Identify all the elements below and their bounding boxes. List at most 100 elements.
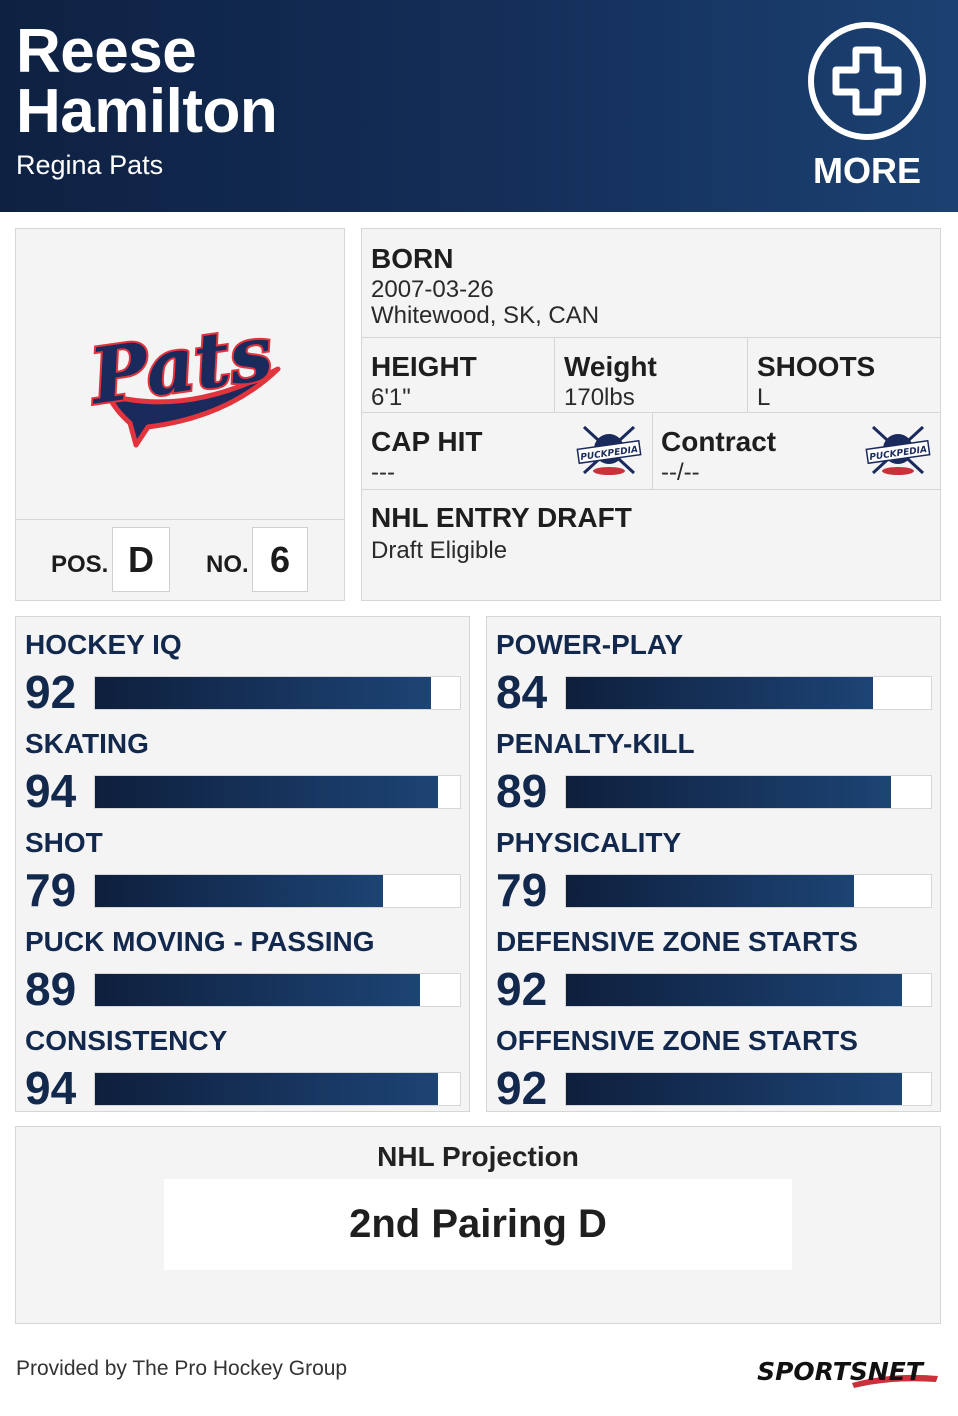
nhl-projection-card: NHL Projection 2nd Pairing D bbox=[15, 1126, 941, 1324]
divider bbox=[652, 412, 653, 490]
stat-bar-track bbox=[565, 973, 932, 1007]
draft-value: Draft Eligible bbox=[371, 537, 508, 564]
pats-logo-text: Pats bbox=[83, 308, 278, 422]
stat-label: PUCK MOVING - PASSING bbox=[25, 926, 375, 957]
puckpedia-logo-icon[interactable]: PUCKPEDIA bbox=[576, 421, 642, 479]
weight-value: 170lbs bbox=[564, 384, 635, 411]
cap-hit-cell: CAP HIT --- bbox=[371, 426, 483, 486]
stat-label: DEFENSIVE ZONE STARTS bbox=[496, 926, 858, 957]
cap-hit-value: --- bbox=[371, 459, 395, 486]
stat-consistency: CONSISTENCY 94 bbox=[25, 1013, 461, 1114]
stat-bar-fill bbox=[95, 1073, 439, 1105]
stat-offensive-zone-starts: OFFENSIVE ZONE STARTS 92 bbox=[496, 1013, 932, 1114]
stat-value: 92 bbox=[496, 1062, 548, 1114]
stat-bar-fill bbox=[566, 1073, 902, 1105]
stat-physicality: PHYSICALITY 79 bbox=[496, 815, 932, 916]
stat-value: 84 bbox=[496, 666, 548, 718]
puckpedia-logo-icon[interactable]: PUCKPEDIA bbox=[865, 421, 931, 479]
born-label: BORN bbox=[371, 243, 454, 274]
sportsnet-logo-text: SPORTSNET bbox=[757, 1357, 925, 1386]
pos-label: POS. bbox=[51, 551, 109, 578]
height-value: 6'1" bbox=[371, 384, 411, 411]
stat-label: PHYSICALITY bbox=[496, 827, 682, 858]
divider bbox=[362, 489, 940, 490]
stat-label: PENALTY-KILL bbox=[496, 728, 695, 759]
weight-cell: Weight 170lbs bbox=[564, 351, 657, 411]
stat-bar-fill bbox=[95, 974, 420, 1006]
player-last-name: Hamilton bbox=[16, 77, 278, 146]
stat-value: 92 bbox=[496, 963, 548, 1015]
shoots-value: L bbox=[757, 384, 771, 411]
contract-value: --/-- bbox=[661, 459, 700, 486]
more-button[interactable]: MORE bbox=[806, 22, 928, 192]
stat-bar-track bbox=[94, 874, 461, 908]
born-place: Whitewood, SK, CAN bbox=[371, 302, 600, 329]
cap-hit-label: CAP HIT bbox=[371, 426, 483, 457]
stat-bar-track bbox=[565, 676, 932, 710]
pats-logo-icon: Pats bbox=[81, 306, 281, 448]
no-value: 6 bbox=[252, 527, 308, 592]
stat-bar-fill bbox=[566, 677, 873, 709]
stat-power-play: POWER-PLAY 84 bbox=[496, 617, 932, 718]
shoots-label: SHOOTS bbox=[757, 351, 876, 382]
stat-penalty-kill: PENALTY-KILL 89 bbox=[496, 716, 932, 817]
stat-puck-moving-passing: PUCK MOVING - PASSING 89 bbox=[25, 914, 461, 1015]
stat-bar-track bbox=[565, 874, 932, 908]
stat-hockey-iq: HOCKEY IQ 92 bbox=[25, 617, 461, 718]
stat-bar-fill bbox=[566, 776, 891, 808]
pos-value: D bbox=[112, 527, 170, 592]
stat-shot: SHOT 79 bbox=[25, 815, 461, 916]
stat-bar-track bbox=[94, 676, 461, 710]
stat-label: POWER-PLAY bbox=[496, 629, 684, 660]
draft-label: NHL ENTRY DRAFT bbox=[371, 502, 632, 533]
stat-label: HOCKEY IQ bbox=[25, 629, 182, 660]
divider bbox=[362, 337, 940, 338]
stat-bar-fill bbox=[566, 974, 902, 1006]
profile-card: Pats POS. D NO. 6 bbox=[15, 228, 345, 601]
more-label: MORE bbox=[813, 150, 921, 191]
stat-bar-track bbox=[94, 973, 461, 1007]
stat-value: 79 bbox=[496, 864, 548, 916]
stat-value: 89 bbox=[496, 765, 548, 817]
player-header: Reese Hamilton Regina Pats MORE bbox=[0, 0, 958, 212]
stat-defensive-zone-starts: DEFENSIVE ZONE STARTS 92 bbox=[496, 914, 932, 1015]
stat-bar-track bbox=[565, 1072, 932, 1106]
player-info-card: BORN 2007-03-26 Whitewood, SK, CAN HEIGH… bbox=[361, 228, 941, 601]
projection-title: NHL Projection bbox=[377, 1141, 579, 1172]
no-label: NO. bbox=[206, 551, 249, 578]
stat-skating: SKATING 94 bbox=[25, 716, 461, 817]
stat-value: 79 bbox=[25, 864, 77, 916]
team-logo-area: Pats bbox=[16, 229, 344, 520]
contract-label: Contract bbox=[661, 426, 777, 457]
born-date: 2007-03-26 bbox=[371, 276, 494, 303]
stat-bar-track bbox=[565, 775, 932, 809]
height-label: HEIGHT bbox=[371, 351, 477, 382]
height-cell: HEIGHT 6'1" bbox=[371, 351, 477, 411]
stats-panel-left: HOCKEY IQ 92 SKATING 94 SHOT 79 PUCK MOV… bbox=[15, 616, 470, 1114]
stat-value: 94 bbox=[25, 765, 77, 817]
stat-label: OFFENSIVE ZONE STARTS bbox=[496, 1025, 858, 1056]
stat-bar-fill bbox=[95, 875, 384, 907]
stat-bar-track bbox=[94, 775, 461, 809]
weight-label: Weight bbox=[564, 351, 657, 382]
stats-panel-right: POWER-PLAY 84 PENALTY-KILL 89 PHYSICALIT… bbox=[486, 616, 941, 1114]
draft-cell: NHL ENTRY DRAFT Draft Eligible bbox=[371, 502, 632, 564]
divider bbox=[747, 337, 748, 412]
provided-by-text: Provided by The Pro Hockey Group bbox=[16, 1357, 348, 1380]
stat-value: 92 bbox=[25, 666, 77, 718]
player-first-name: Reese bbox=[16, 17, 197, 86]
shoots-cell: SHOOTS L bbox=[757, 351, 875, 411]
projection-value: 2nd Pairing D bbox=[164, 1179, 792, 1270]
player-team: Regina Pats bbox=[16, 150, 164, 180]
born-cell: BORN 2007-03-26 Whitewood, SK, CAN bbox=[371, 243, 599, 329]
stat-bar-fill bbox=[95, 776, 439, 808]
stat-label: SHOT bbox=[25, 827, 103, 858]
contract-cell: Contract --/-- bbox=[661, 426, 776, 486]
stat-value: 94 bbox=[25, 1062, 77, 1114]
stat-value: 89 bbox=[25, 963, 77, 1015]
sportsnet-logo-icon[interactable]: SPORTSNET bbox=[740, 1352, 940, 1392]
stat-label: SKATING bbox=[25, 728, 149, 759]
stat-bar-fill bbox=[566, 875, 855, 907]
stat-bar-track bbox=[94, 1072, 461, 1106]
divider bbox=[554, 337, 555, 412]
